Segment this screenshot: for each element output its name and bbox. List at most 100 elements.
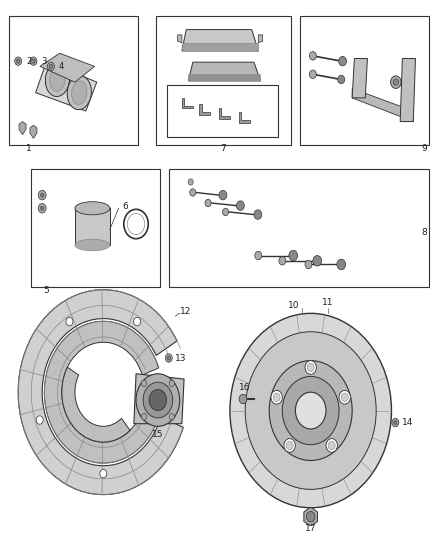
Circle shape: [136, 374, 180, 426]
Circle shape: [394, 421, 397, 425]
Bar: [169, 169, 428, 287]
Text: 13: 13: [175, 353, 187, 362]
Circle shape: [169, 380, 174, 386]
Text: 1: 1: [26, 144, 32, 154]
Polygon shape: [182, 30, 258, 51]
Circle shape: [167, 356, 170, 360]
Polygon shape: [199, 104, 210, 115]
Circle shape: [36, 416, 43, 424]
Circle shape: [254, 210, 262, 219]
Text: 7: 7: [220, 144, 226, 154]
Polygon shape: [188, 62, 261, 80]
Circle shape: [283, 376, 339, 445]
Circle shape: [305, 361, 316, 374]
Polygon shape: [177, 35, 182, 43]
Text: 12: 12: [180, 307, 191, 316]
Polygon shape: [219, 108, 230, 119]
Circle shape: [305, 260, 312, 269]
Circle shape: [100, 470, 107, 478]
Circle shape: [339, 390, 350, 404]
Bar: [166, 85, 278, 138]
Circle shape: [165, 354, 172, 362]
Polygon shape: [258, 35, 263, 43]
Circle shape: [47, 62, 54, 70]
Circle shape: [295, 392, 326, 429]
Circle shape: [30, 57, 37, 66]
Polygon shape: [352, 59, 367, 98]
Circle shape: [255, 252, 262, 260]
Wedge shape: [18, 290, 183, 495]
Text: 17: 17: [305, 524, 316, 533]
Circle shape: [14, 57, 21, 66]
Polygon shape: [188, 74, 261, 80]
Circle shape: [271, 390, 283, 404]
Bar: [155, 17, 291, 145]
Circle shape: [16, 59, 20, 63]
Circle shape: [284, 439, 295, 453]
Circle shape: [313, 255, 321, 266]
Polygon shape: [30, 125, 37, 139]
Circle shape: [38, 204, 46, 213]
Polygon shape: [182, 43, 258, 51]
Text: 16: 16: [240, 383, 251, 392]
Wedge shape: [62, 367, 130, 442]
Wedge shape: [44, 321, 160, 463]
Bar: [300, 17, 428, 145]
Circle shape: [141, 380, 147, 386]
Polygon shape: [134, 374, 184, 424]
Ellipse shape: [75, 239, 110, 251]
Text: 9: 9: [421, 144, 427, 154]
Circle shape: [149, 390, 166, 410]
Polygon shape: [304, 507, 318, 526]
Circle shape: [32, 59, 35, 63]
Circle shape: [289, 251, 297, 261]
Circle shape: [223, 208, 229, 216]
Text: 14: 14: [402, 418, 413, 427]
Circle shape: [219, 190, 227, 200]
Ellipse shape: [75, 201, 110, 215]
Circle shape: [205, 199, 211, 207]
Circle shape: [338, 75, 345, 84]
Ellipse shape: [67, 76, 92, 110]
Polygon shape: [182, 98, 193, 108]
Circle shape: [307, 364, 314, 372]
Circle shape: [245, 332, 376, 489]
Circle shape: [38, 190, 46, 200]
Polygon shape: [352, 88, 413, 122]
Polygon shape: [19, 122, 26, 135]
Circle shape: [326, 439, 337, 453]
Polygon shape: [75, 208, 110, 245]
Polygon shape: [35, 61, 97, 111]
Bar: [10, 17, 138, 145]
Ellipse shape: [71, 81, 87, 104]
Text: 10: 10: [287, 301, 299, 310]
Circle shape: [309, 70, 316, 78]
Circle shape: [143, 382, 173, 418]
Circle shape: [306, 512, 315, 522]
Polygon shape: [400, 59, 416, 122]
Circle shape: [40, 193, 44, 197]
Circle shape: [392, 418, 399, 427]
Polygon shape: [40, 53, 95, 82]
Circle shape: [273, 393, 280, 401]
Circle shape: [66, 318, 73, 326]
Text: 6: 6: [122, 202, 128, 211]
Circle shape: [169, 414, 174, 420]
Ellipse shape: [46, 62, 70, 96]
Text: 8: 8: [421, 229, 427, 238]
Circle shape: [328, 441, 335, 450]
Text: 5: 5: [44, 286, 49, 295]
Circle shape: [188, 179, 193, 185]
Text: 3: 3: [41, 56, 47, 66]
Circle shape: [237, 201, 244, 211]
Circle shape: [393, 79, 399, 85]
Circle shape: [286, 441, 293, 450]
Circle shape: [190, 189, 196, 196]
Circle shape: [49, 64, 53, 68]
Circle shape: [341, 393, 348, 401]
Circle shape: [279, 256, 286, 265]
Text: 15: 15: [152, 430, 164, 439]
Polygon shape: [239, 112, 250, 123]
Circle shape: [40, 206, 44, 211]
Circle shape: [309, 52, 316, 60]
